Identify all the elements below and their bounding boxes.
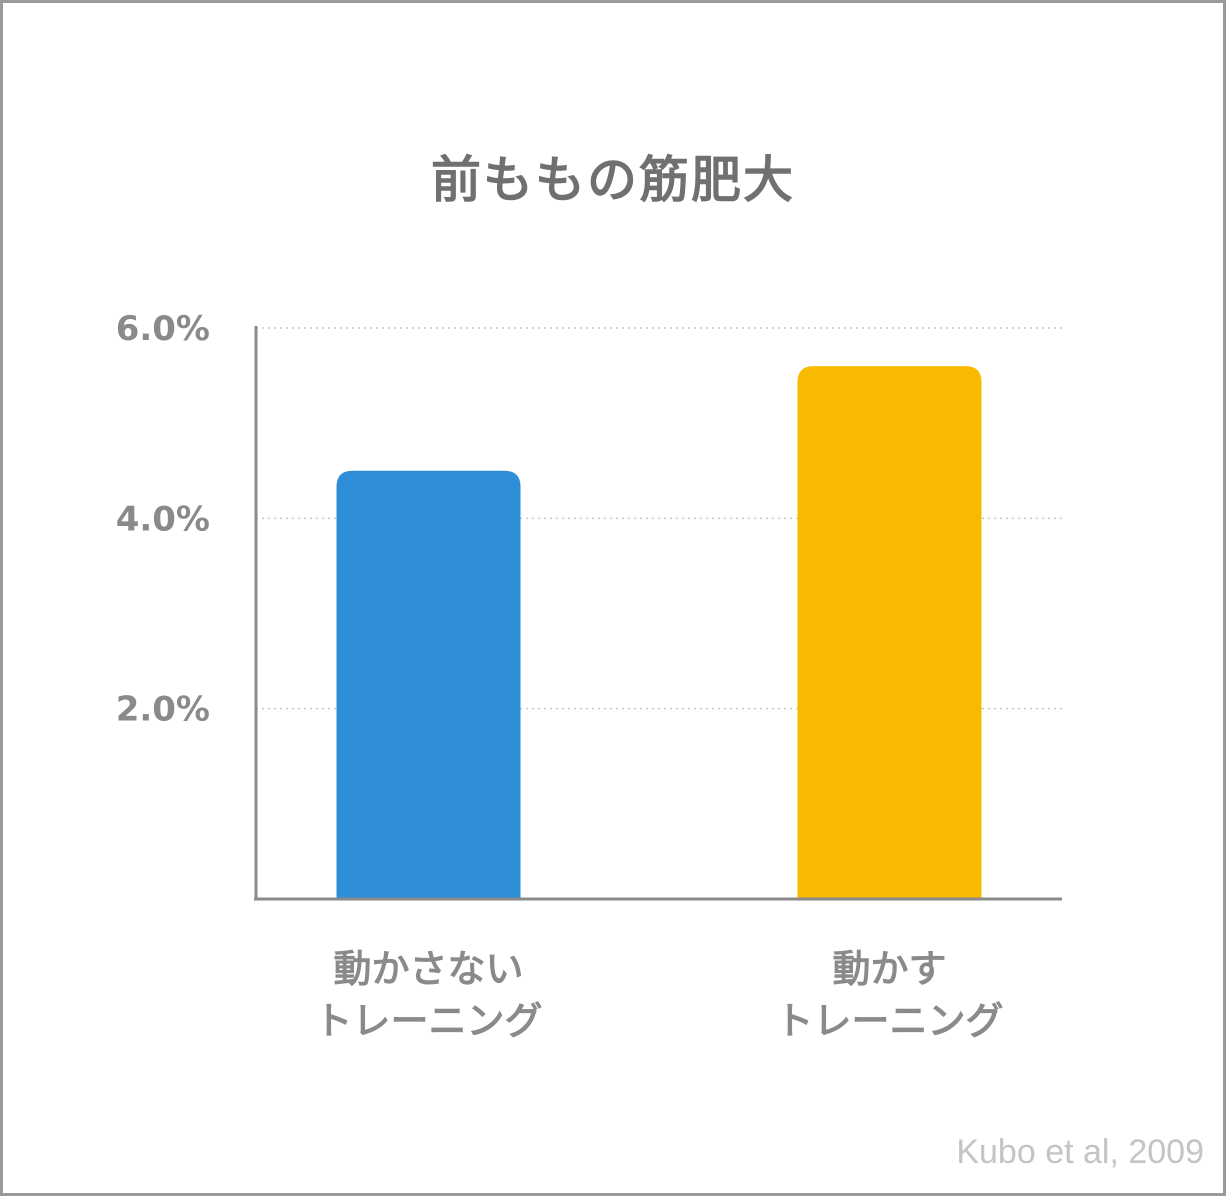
x-category-label: 動かす [832,947,946,991]
y-tick-label: 4.0% [116,499,210,539]
chart-title: 前ももの筋肥大 [431,151,795,209]
bar [797,366,982,900]
bar [336,470,521,899]
x-category-label: 動かさない [333,947,523,991]
x-category-label: トレーニング [775,999,1003,1043]
y-tick-label: 2.0% [116,690,210,730]
y-tick-label: 6.0% [116,309,210,349]
source-citation: Kubo et al, 2009 [956,1133,1204,1171]
x-category-label: トレーニング [314,999,542,1043]
